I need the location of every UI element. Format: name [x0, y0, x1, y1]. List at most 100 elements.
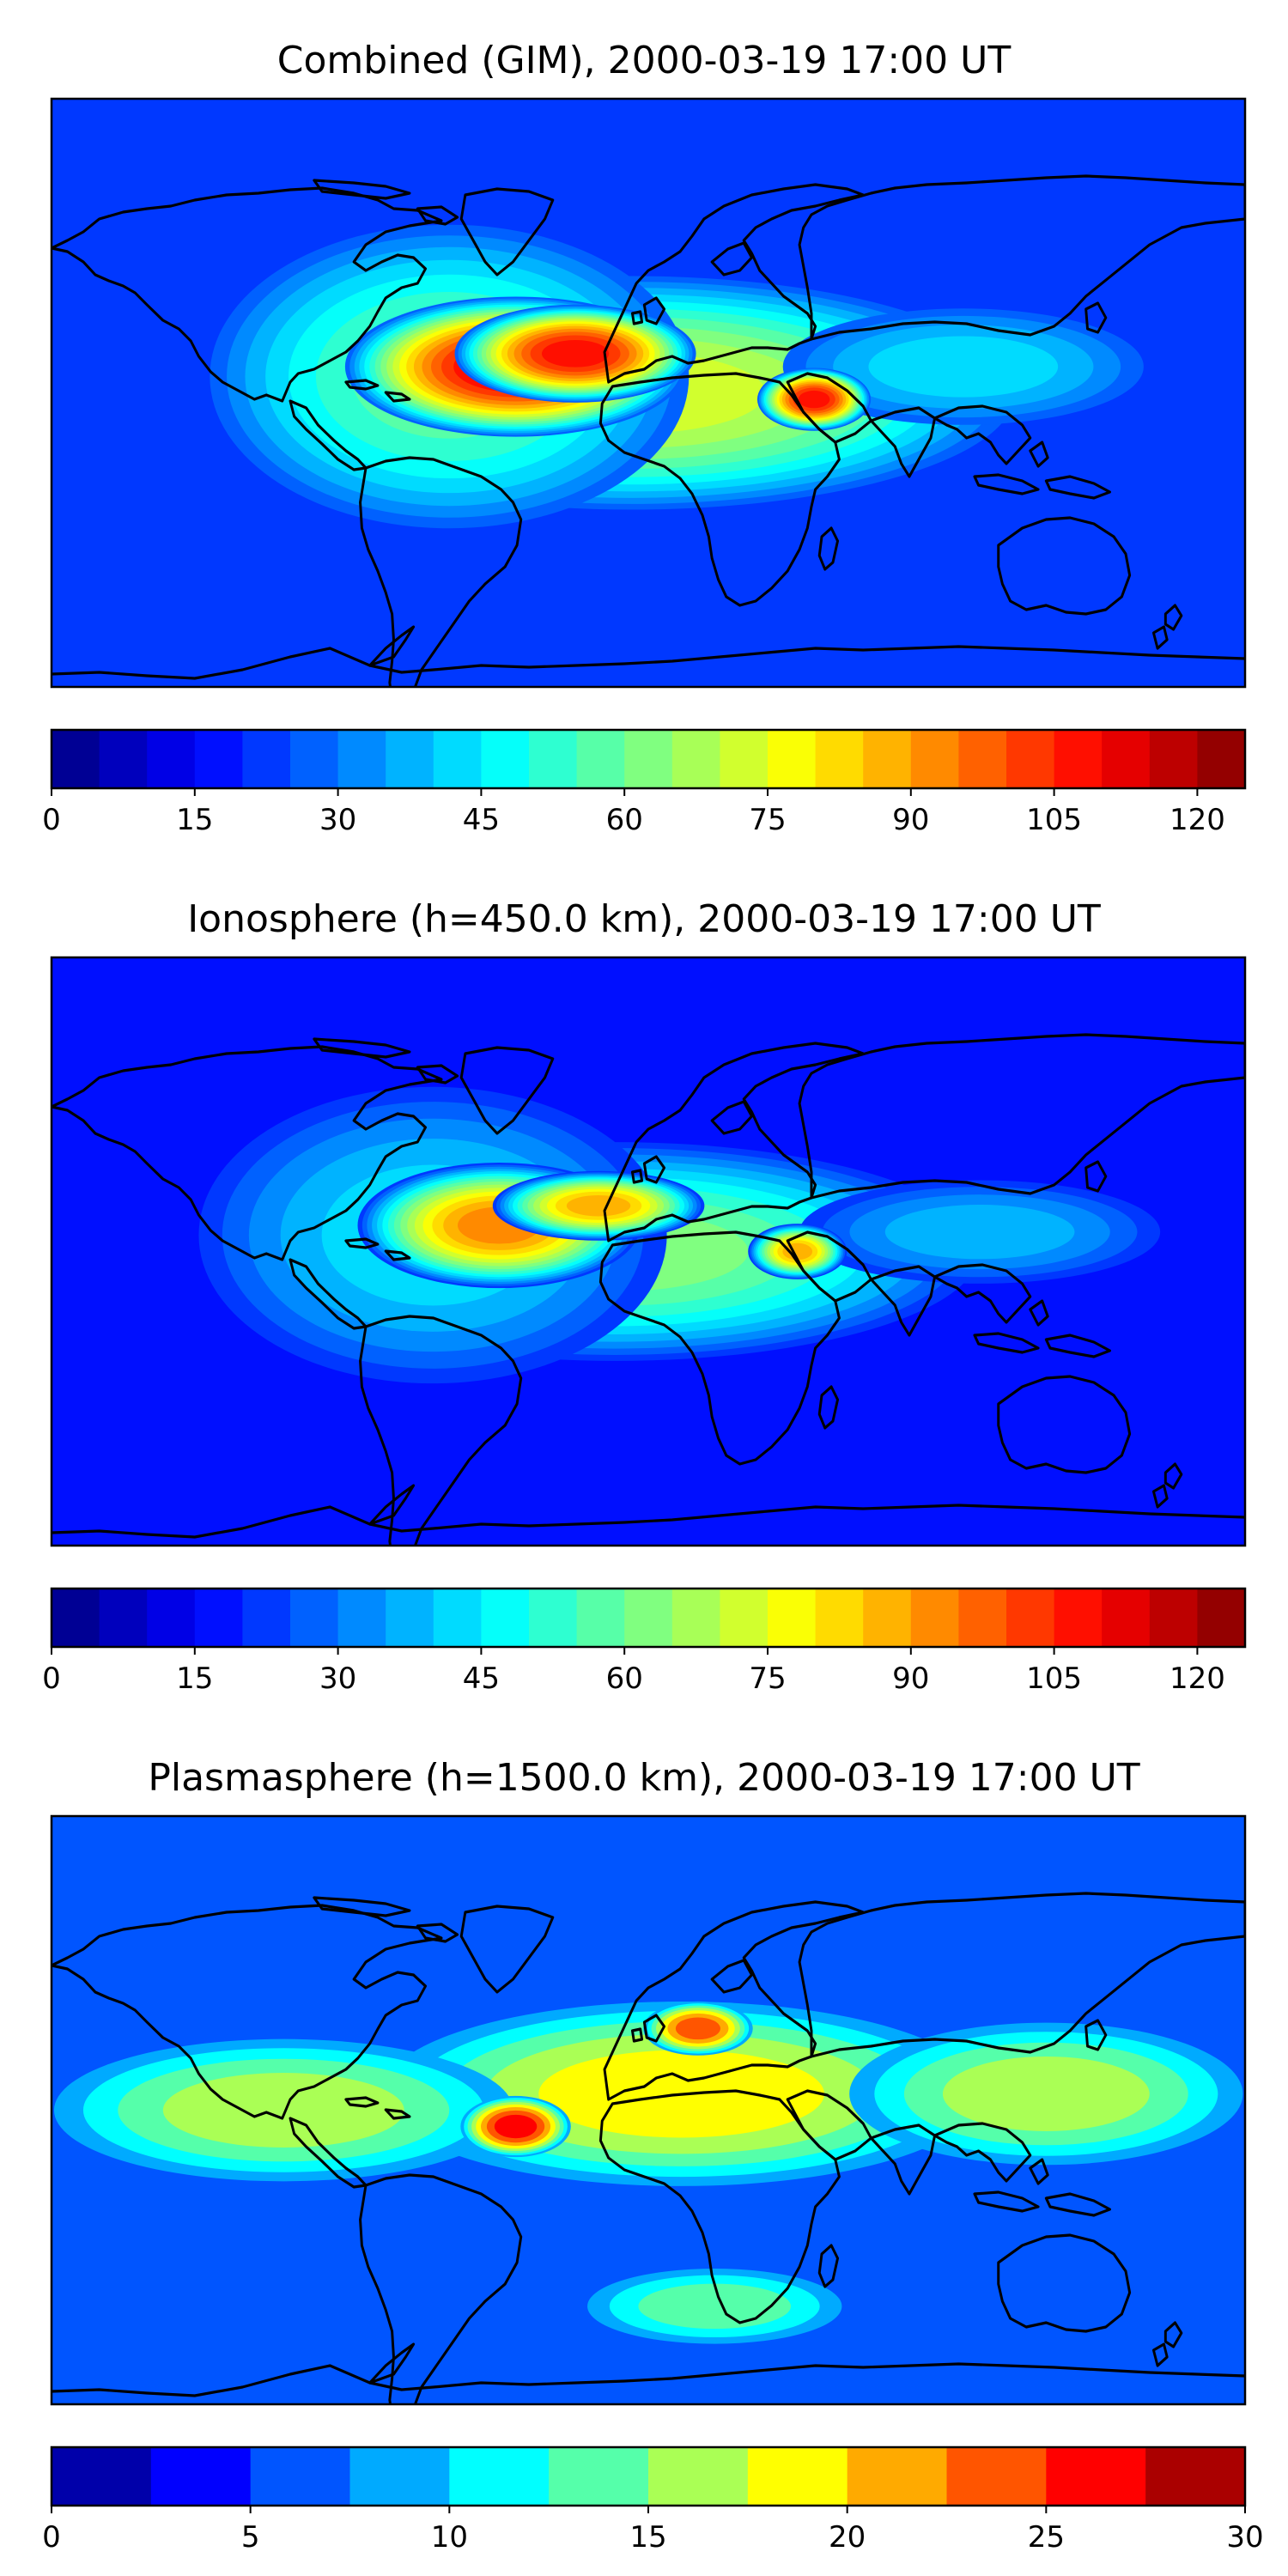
- colorbar-tick-label: 15: [629, 2520, 666, 2555]
- colorbar-segment: [648, 2447, 749, 2506]
- map-frame: [50, 1814, 1247, 2406]
- colorbar-segment: [1006, 730, 1055, 788]
- colorbar-tick-label: 120: [1170, 1662, 1225, 1696]
- colorbar-segment: [290, 1589, 339, 1647]
- colorbar-segment: [747, 2447, 848, 2506]
- colorbar-segment: [529, 730, 578, 788]
- colorbar-segment: [250, 2447, 351, 2506]
- colorbar-segment: [624, 730, 673, 788]
- colorbar-tick-label: 90: [892, 1662, 929, 1696]
- colorbar-tick-label: 90: [892, 803, 929, 837]
- colorbar-segment: [671, 730, 720, 788]
- colorbar-tick-label: 60: [606, 803, 643, 837]
- colorbar-segment: [147, 1589, 196, 1647]
- colorbar-segment: [52, 2447, 152, 2506]
- panel-title: Combined (GIM), 2000-03-19 17:00 UT: [277, 39, 1012, 82]
- colorbar-segment: [1149, 730, 1198, 788]
- contour-map: [52, 99, 1245, 687]
- colorbar-tick-label: 60: [606, 1662, 643, 1696]
- colorbar-frame: [50, 728, 1247, 790]
- contour-level: [942, 2056, 1150, 2131]
- colorbar: 0 5 10 15 20 25 30: [42, 2445, 1264, 2555]
- colorbar-segment: [910, 1589, 959, 1647]
- colorbar-segment: [1006, 1589, 1055, 1647]
- colorbar-tick-label: 75: [749, 1662, 786, 1696]
- colorbar-segment: [863, 1589, 912, 1647]
- colorbar-segment: [863, 730, 912, 788]
- colorbar-segment: [433, 730, 482, 788]
- colorbar-segment: [1149, 1589, 1198, 1647]
- colorbar-tick-label: 0: [42, 1662, 61, 1696]
- colorbar-segment: [1054, 1589, 1103, 1647]
- colorbar-segment: [720, 730, 769, 788]
- colorbar-segment: [1046, 2447, 1146, 2506]
- colorbar-segment: [52, 1589, 100, 1647]
- colorbar-tick-label: 105: [1026, 803, 1082, 837]
- colorbar-tick-label: 15: [176, 1662, 213, 1696]
- colorbar-segment: [1145, 2447, 1246, 2506]
- colorbar-segment: [624, 1589, 673, 1647]
- contour-level: [162, 2073, 404, 2148]
- colorbar-segment: [1102, 730, 1151, 788]
- colorbar-segment: [768, 1589, 817, 1647]
- panel-title: Ionosphere (h=450.0 km), 2000-03-19 17:0…: [187, 897, 1101, 941]
- colorbar-tick-label: 30: [319, 803, 356, 837]
- colorbar-segment: [958, 1589, 1007, 1647]
- colorbar-tick-label: 30: [1226, 2520, 1263, 2555]
- colorbar-tick-label: 45: [463, 803, 500, 837]
- colorbar-segment: [150, 2447, 252, 2506]
- colorbar-segment: [99, 1589, 148, 1647]
- contour-level: [566, 1195, 631, 1217]
- colorbar-segment: [449, 2447, 550, 2506]
- contour-level: [868, 336, 1059, 398]
- colorbar-segment: [1054, 730, 1103, 788]
- colorbar-tick-label: 0: [42, 2520, 61, 2555]
- colorbar-tick-label: 25: [1028, 2520, 1065, 2555]
- colorbar-segment: [768, 730, 817, 788]
- colorbar-segment: [1102, 1589, 1151, 1647]
- colorbar-tick-label: 5: [241, 2520, 260, 2555]
- colorbar-tick-label: 105: [1026, 1662, 1082, 1696]
- colorbar-segment: [958, 730, 1007, 788]
- colorbar-segment: [147, 730, 196, 788]
- colorbar-segment: [549, 2447, 649, 2506]
- colorbar-segment: [337, 1589, 386, 1647]
- colorbar-tick-label: 45: [463, 1662, 500, 1696]
- colorbar-segment: [720, 1589, 769, 1647]
- contour-map: [52, 1816, 1245, 2404]
- contour-level: [675, 2017, 720, 2040]
- colorbar-segment: [242, 1589, 291, 1647]
- colorbar: 0 15 30 45 60 75 90 105 120: [42, 1587, 1247, 1696]
- colorbar-segment: [349, 2447, 450, 2506]
- contour-map: [52, 957, 1245, 1546]
- contour-level: [798, 390, 830, 409]
- colorbar-segment: [99, 730, 148, 788]
- colorbar-segment: [242, 730, 291, 788]
- panel-title: Plasmasphere (h=1500.0 km), 2000-03-19 1…: [148, 1756, 1139, 1800]
- colorbar-segment: [194, 1589, 243, 1647]
- colorbar-tick-label: 15: [176, 803, 213, 837]
- colorbar-tick-label: 20: [829, 2520, 866, 2555]
- colorbar-tick-label: 0: [42, 803, 61, 837]
- colorbar-segment: [946, 2447, 1047, 2506]
- colorbar-segment: [1197, 1589, 1246, 1647]
- colorbar-segment: [910, 730, 959, 788]
- colorbar-frame: [50, 1587, 1247, 1649]
- colorbar-tick-label: 120: [1170, 803, 1225, 837]
- colorbar-tick-label: 10: [431, 2520, 468, 2555]
- colorbar-segment: [194, 730, 243, 788]
- colorbar-segment: [290, 730, 339, 788]
- contour-level: [494, 2114, 538, 2139]
- colorbar-segment: [433, 1589, 482, 1647]
- colorbar-segment: [815, 730, 864, 788]
- colorbar-tick-label: 30: [319, 1662, 356, 1696]
- colorbar-segment: [386, 1589, 434, 1647]
- colorbar-segment: [576, 730, 625, 788]
- colorbar-segment: [847, 2447, 948, 2506]
- colorbar-segment: [576, 1589, 625, 1647]
- colorbar: 0 15 30 45 60 75 90 105 120: [42, 728, 1247, 837]
- contour-level: [542, 339, 610, 368]
- colorbar-segment: [529, 1589, 578, 1647]
- map-frame: [50, 97, 1247, 689]
